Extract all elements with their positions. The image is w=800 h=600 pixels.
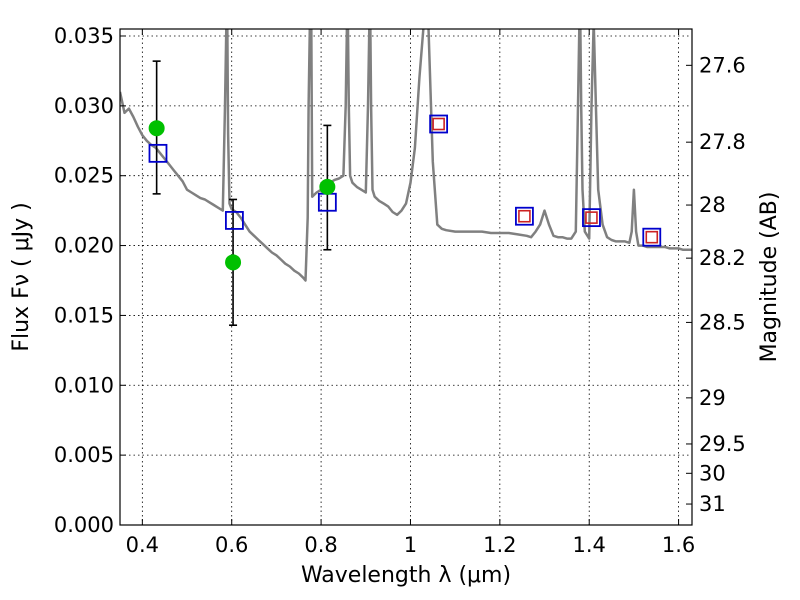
right-tick-label: 28.5 bbox=[699, 310, 746, 334]
x-tick-label: 0.4 bbox=[126, 533, 159, 557]
model-bandpass-square bbox=[224, 211, 244, 230]
y-tick-label: 0.025 bbox=[54, 164, 114, 188]
model-bandpass-inner-square bbox=[518, 209, 531, 223]
x-tick-label: 1.4 bbox=[573, 533, 606, 557]
right-tick-label: 27.6 bbox=[699, 53, 746, 77]
model-bandpass-square bbox=[642, 227, 662, 247]
right-tick-label: 28 bbox=[699, 193, 726, 217]
right-tick-label: 31 bbox=[699, 492, 726, 516]
grid-lines bbox=[120, 29, 692, 525]
y-tick-label: 0.000 bbox=[54, 513, 114, 537]
axis-ticks: 0.4 0.6 0.8 1 1.2 1.4 1.6 0.000 0.005 0.010 0.015 0… bbox=[54, 24, 746, 557]
model-bandpass-inner-square bbox=[645, 230, 659, 244]
x-tick-label: 1.2 bbox=[483, 533, 516, 557]
right-tick-label: 27.8 bbox=[699, 130, 746, 154]
right-tick-label: 29.5 bbox=[699, 432, 746, 456]
model-bandpass-inner-square bbox=[432, 117, 445, 131]
x-tick-label: 1.6 bbox=[662, 533, 695, 557]
observed-flux-point bbox=[148, 120, 165, 137]
model-bandpass-square bbox=[429, 114, 449, 134]
model-spectrum-line bbox=[120, 29, 692, 282]
right-axis-label: Magnitude (AB) bbox=[757, 192, 782, 363]
x-axis-label: Wavelength λ (μm) bbox=[301, 563, 511, 588]
observed-flux-point bbox=[225, 254, 242, 271]
x-tick-label: 1 bbox=[404, 533, 417, 557]
y-tick-label: 0.010 bbox=[54, 373, 114, 397]
right-tick-label: 28.2 bbox=[699, 246, 746, 270]
model-bandpass-square bbox=[515, 206, 534, 226]
plot-area bbox=[120, 29, 692, 327]
y-tick-label: 0.035 bbox=[54, 24, 114, 48]
right-tick-label: 29 bbox=[699, 386, 726, 410]
model-bandpass-square bbox=[148, 143, 168, 163]
x-tick-label: 0.6 bbox=[215, 533, 248, 557]
model-bandpass-square bbox=[582, 208, 601, 228]
y-tick-label: 0.015 bbox=[54, 303, 114, 327]
y-tick-label: 0.030 bbox=[54, 94, 114, 118]
observed-flux-point bbox=[319, 178, 336, 195]
y-axis-label: Flux Fν ( μJy ) bbox=[9, 202, 34, 351]
plot-frame bbox=[119, 28, 693, 526]
x-tick-label: 0.8 bbox=[304, 533, 337, 557]
y-tick-label: 0.005 bbox=[54, 443, 114, 467]
model-bandpass-inner-square bbox=[585, 211, 598, 224]
y-tick-label: 0.020 bbox=[54, 234, 114, 258]
right-tick-label: 30 bbox=[699, 461, 726, 485]
